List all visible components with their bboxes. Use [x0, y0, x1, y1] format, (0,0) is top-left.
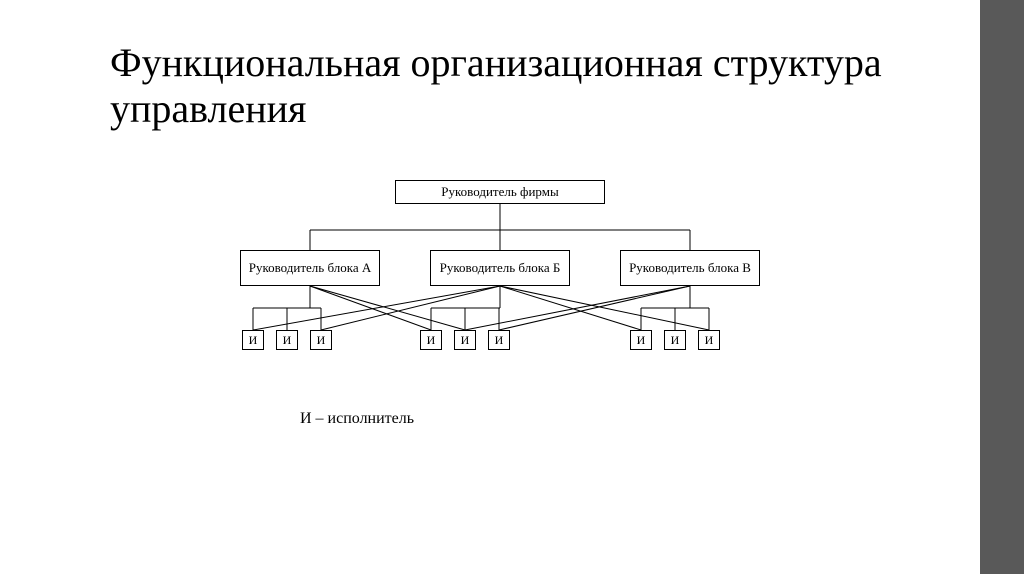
node-executor: И — [242, 330, 264, 350]
node-root: Руководитель фирмы — [395, 180, 605, 204]
slide: Функциональная организационная структура… — [0, 0, 1024, 574]
node-manager-b: Руководитель блока Б — [430, 250, 570, 286]
org-chart: Руководитель фирмы Руководитель блока А … — [200, 180, 800, 380]
node-executor: И — [454, 330, 476, 350]
slide-title: Функциональная организационная структура… — [110, 40, 930, 132]
node-executor: И — [276, 330, 298, 350]
node-executor: И — [630, 330, 652, 350]
slide-sidebar — [980, 0, 1024, 574]
node-manager-c: Руководитель блока В — [620, 250, 760, 286]
node-manager-a: Руководитель блока А — [240, 250, 380, 286]
legend: И – исполнитель — [300, 410, 414, 428]
node-executor: И — [488, 330, 510, 350]
node-executor: И — [698, 330, 720, 350]
node-executor: И — [664, 330, 686, 350]
node-executor: И — [420, 330, 442, 350]
node-executor: И — [310, 330, 332, 350]
